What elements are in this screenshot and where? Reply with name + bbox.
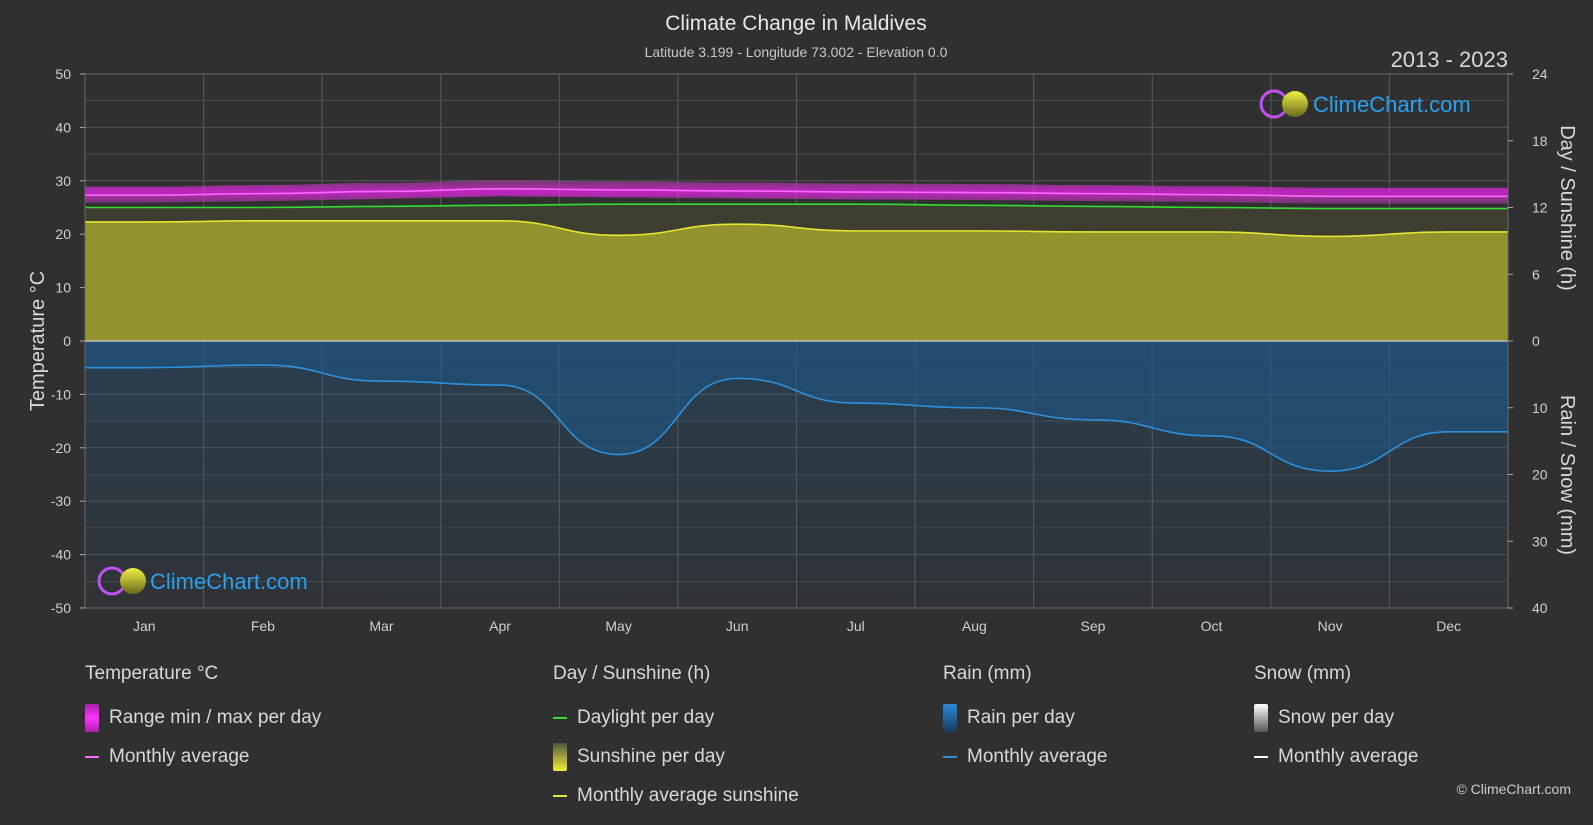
legend-label: Sunshine per day — [577, 745, 725, 767]
left-tick-label: 40 — [55, 119, 71, 135]
legend-item-temp-avg: Monthly average — [85, 737, 321, 776]
data-areas — [85, 180, 1508, 608]
legend-sunshine-title: Day / Sunshine (h) — [553, 663, 711, 684]
legend-item-snow-avg: Monthly average — [1254, 737, 1418, 776]
left-tick-label: -50 — [51, 600, 71, 616]
left-tick-label: -20 — [51, 440, 71, 456]
legend-rain: Rain (mm) Rain per day Monthly average — [943, 662, 1107, 776]
legend-label: Monthly average — [1278, 745, 1419, 767]
brand-logo-text: ClimeChart.com — [1313, 92, 1471, 117]
legend-label: Snow per day — [1278, 706, 1395, 728]
legend-snow-title: Snow (mm) — [1254, 663, 1352, 684]
axis-ticks: 50 40 30 20 10 0 -10 -20 -30 -40 -50 24 18 12 6 0 10 20 30… — [51, 66, 1548, 634]
month-tick-label: Oct — [1201, 618, 1223, 634]
legend-temperature: Temperature °C Range min / max per day M… — [85, 662, 321, 776]
legend-temperature-title: Temperature °C — [85, 663, 219, 684]
month-tick-label: Apr — [489, 618, 511, 634]
legend-sunshine: Day / Sunshine (h) Daylight per day Suns… — [553, 662, 799, 815]
left-tick-label: -10 — [51, 386, 71, 402]
data-lines — [85, 188, 1508, 472]
month-tick-label: Feb — [251, 618, 275, 634]
daylight-line — [85, 203, 1508, 210]
legend-label: Monthly average — [967, 745, 1108, 767]
sunshine-swatch — [553, 742, 567, 771]
left-tick-label: 0 — [63, 333, 71, 349]
copyright: © ClimeChart.com — [1456, 781, 1571, 797]
month-tick-label: Jan — [133, 618, 156, 634]
legend-item-temp-range: Range min / max per day — [85, 698, 321, 737]
rain-avg-line — [85, 364, 1508, 472]
sunshine-avg-line — [85, 220, 1508, 238]
temp-avg-swatch — [85, 755, 99, 758]
logo-sun-icon — [120, 568, 146, 594]
month-tick-label: Mar — [369, 618, 393, 634]
right-top-tick-label: 6 — [1532, 266, 1540, 282]
month-tick-label: Sep — [1080, 618, 1105, 634]
sunshine-avg-swatch — [553, 794, 567, 797]
legend-item-sunshine-avg: Monthly average sunshine — [553, 776, 799, 815]
month-tick-label: Dec — [1436, 618, 1461, 634]
temp-avg-line — [85, 188, 1508, 198]
left-tick-label: -30 — [51, 493, 71, 509]
legend-rain-title: Rain (mm) — [943, 663, 1032, 684]
month-tick-label: Jun — [726, 618, 749, 634]
brand-logo-text: ClimeChart.com — [150, 569, 308, 594]
legend-label: Daylight per day — [577, 706, 715, 728]
left-axis-label: Temperature °C — [27, 271, 49, 411]
chart-title: Climate Change in Maldives — [665, 12, 926, 35]
month-tick-label: May — [605, 618, 631, 634]
right-top-tick-label: 24 — [1532, 66, 1548, 82]
right-bottom-tick-label: 20 — [1532, 467, 1548, 483]
left-tick-label: -40 — [51, 547, 71, 563]
rain-area — [85, 341, 1508, 472]
legend-item-rain-avg: Monthly average — [943, 737, 1107, 776]
right-bottom-tick-label: 30 — [1532, 533, 1548, 549]
legend-snow: Snow (mm) Snow per day Monthly average — [1254, 662, 1418, 776]
temp-range-swatch — [85, 703, 99, 732]
right-axis-bottom-label: Rain / Snow (mm) — [1556, 395, 1578, 555]
left-tick-label: 10 — [55, 280, 71, 296]
snow-swatch — [1254, 703, 1268, 732]
month-tick-label: Jul — [847, 618, 865, 634]
legend-label: Monthly average — [109, 745, 250, 767]
logo-sun-icon — [1282, 91, 1308, 117]
right-top-tick-label: 18 — [1532, 133, 1548, 149]
legend-label: Rain per day — [967, 706, 1075, 728]
legend-item-sunshine: Sunshine per day — [553, 737, 799, 776]
legend-label: Range min / max per day — [109, 706, 322, 728]
daylight-swatch — [553, 716, 567, 719]
legend-label: Monthly average sunshine — [577, 784, 799, 806]
chart-subtitle: Latitude 3.199 - Longitude 73.002 - Elev… — [645, 44, 948, 60]
month-tick-label: Aug — [962, 618, 987, 634]
brand-logo-bottom: ClimeChart.com — [97, 566, 308, 596]
sunshine-area — [85, 220, 1508, 341]
right-axis-top-label: Day / Sunshine (h) — [1556, 125, 1578, 291]
right-top-tick-label: 12 — [1532, 200, 1548, 216]
brand-logo-top: ClimeChart.com — [1259, 89, 1471, 119]
right-bottom-tick-label: 10 — [1532, 400, 1548, 416]
period-label: 2013 - 2023 — [1391, 47, 1508, 72]
left-tick-label: 50 — [55, 66, 71, 82]
rain-swatch — [943, 703, 957, 732]
legend-item-snow: Snow per day — [1254, 698, 1418, 737]
right-bottom-tick-label: 40 — [1532, 600, 1548, 616]
left-tick-label: 30 — [55, 173, 71, 189]
snow-avg-swatch — [1254, 755, 1268, 758]
month-tick-label: Nov — [1318, 618, 1343, 634]
legend-item-rain: Rain per day — [943, 698, 1107, 737]
left-tick-label: 20 — [55, 226, 71, 242]
right-top-tick-label: 0 — [1532, 333, 1540, 349]
rain-avg-swatch — [943, 755, 957, 758]
legend-item-daylight: Daylight per day — [553, 698, 799, 737]
